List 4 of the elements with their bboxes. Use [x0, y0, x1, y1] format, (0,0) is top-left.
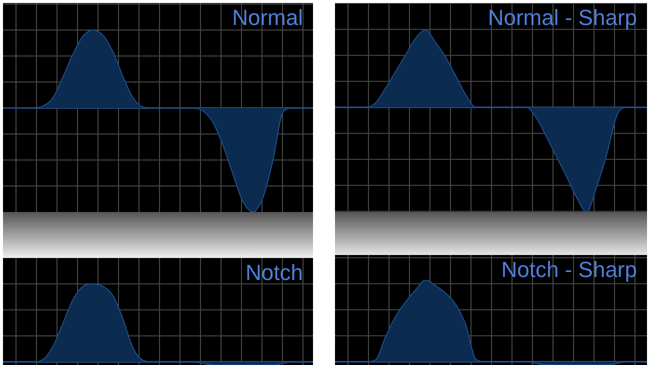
chart-title: Normal: [232, 5, 303, 30]
chart-title: Notch - Sharp: [501, 257, 637, 282]
chart-title: Normal - Sharp: [488, 5, 637, 30]
chart-title: Notch: [246, 260, 303, 286]
